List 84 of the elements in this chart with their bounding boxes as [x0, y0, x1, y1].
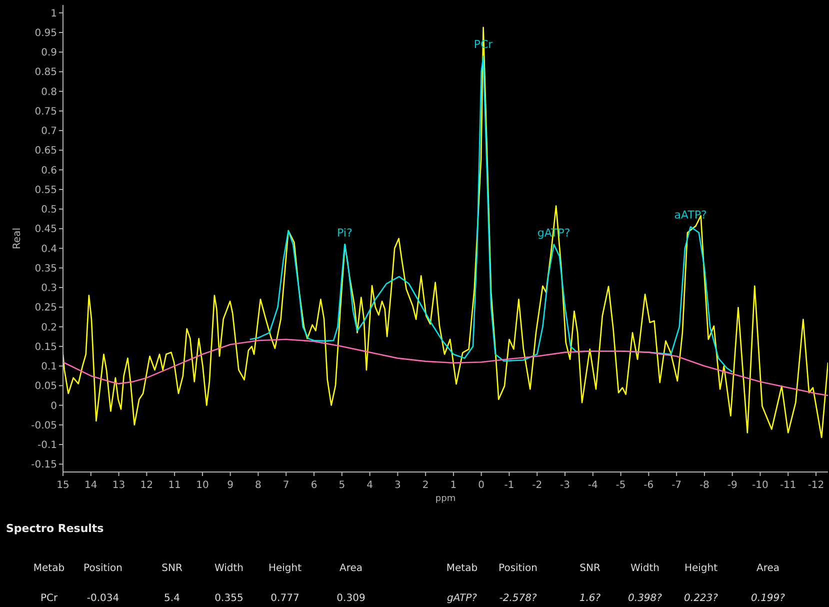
y-tick-label: -0.15: [31, 460, 57, 471]
x-tick-label: -5: [616, 480, 626, 491]
text: -2.578?: [499, 593, 538, 604]
text: 0.355: [214, 593, 244, 604]
y-axis-title: Real: [12, 228, 23, 250]
x-tick-label: -8: [699, 480, 710, 491]
x-tick-label: 10: [196, 480, 209, 491]
x-tick-label: 7: [282, 480, 290, 491]
text: 5.4: [164, 593, 180, 604]
x-tick-label: -4: [588, 480, 598, 491]
y-tick-label: 1: [50, 8, 57, 20]
y-tick-label: 0.2: [41, 322, 57, 334]
y-tick-label: 0.55: [34, 184, 57, 196]
text: 1.6?: [579, 593, 602, 604]
text: 0.398?: [628, 593, 663, 604]
x-tick-label: 11: [168, 480, 181, 491]
y-tick-label: 0.5: [41, 204, 57, 216]
x-tick-label: 1: [450, 480, 457, 491]
y-tick-label: 0.6: [41, 165, 57, 176]
y-tick-label: 0.9: [41, 48, 57, 59]
y-tick-label: 0.95: [34, 28, 57, 39]
text: Spectro Results: [6, 522, 104, 535]
y-tick-label: 0.3: [41, 283, 57, 294]
x-tick-label: 8: [255, 480, 262, 491]
x-tick-label: 6: [310, 480, 318, 491]
x-tick-label: 5: [338, 480, 346, 491]
x-axis-title: ppm: [435, 494, 456, 504]
annotation: Pi?: [337, 226, 352, 240]
y-tick-label: 0.25: [34, 302, 57, 314]
x-tick-label: 13: [112, 480, 126, 491]
y-tick-label: 0.65: [34, 146, 57, 157]
x-tick-label: -7: [672, 480, 682, 491]
x-tick-label: 0: [478, 480, 485, 491]
line-series: [63, 26, 828, 438]
y-tick-label: 0.75: [34, 106, 57, 118]
x-tick-label: 4: [366, 480, 373, 491]
text: Width: [630, 563, 660, 574]
y-tick-label: 0.1: [41, 362, 57, 373]
text: Position: [498, 563, 538, 574]
x-tick-label: -2: [532, 480, 542, 491]
x-tick-label: -6: [644, 480, 654, 491]
x-tick-label: -11: [780, 480, 796, 491]
y-tick-label: 0.45: [34, 224, 57, 236]
text: Area: [339, 563, 363, 574]
x-tick-label: 12: [140, 480, 154, 491]
text: Height: [684, 563, 718, 574]
x-tick-label: 14: [84, 480, 98, 491]
text: 0.223?: [684, 593, 719, 604]
y-tick-label: 0.35: [34, 263, 57, 274]
x-tick-label: -10: [752, 480, 768, 491]
y-tick-label: 0.05: [34, 381, 57, 392]
text: Width: [214, 563, 244, 574]
y-tick-label: 0: [50, 400, 57, 412]
line-series: [63, 338, 828, 396]
annotation: aATP?: [674, 208, 707, 222]
y-tick-label: 0.85: [34, 67, 57, 78]
text: Area: [756, 563, 780, 574]
text: 0.777: [270, 593, 300, 604]
text: 0.199?: [751, 593, 786, 604]
text: Height: [268, 563, 302, 574]
line-series: [249, 55, 733, 373]
text: Position: [84, 563, 122, 574]
x-tick-label: -3: [560, 480, 570, 491]
y-tick-label: -0.05: [31, 420, 57, 432]
text: gATP?: [447, 593, 478, 604]
y-tick-label: 0.8: [41, 86, 57, 98]
text: SNR: [580, 563, 600, 574]
y-tick-label: 0.15: [34, 342, 57, 353]
text: Metab: [446, 563, 478, 574]
text: PCr: [40, 593, 58, 604]
x-tick-label: 2: [422, 480, 429, 491]
text: 0.309: [336, 593, 366, 604]
x-tick-label: -9: [727, 480, 738, 491]
x-tick-label: 3: [394, 480, 401, 491]
x-tick-label: 15: [56, 480, 70, 491]
text: SNR: [162, 563, 182, 574]
text: Metab: [33, 563, 65, 574]
x-tick-label: 9: [227, 480, 234, 491]
y-tick-label: -0.1: [37, 440, 57, 452]
x-tick-label: -1: [504, 480, 514, 491]
text: -0.034: [86, 593, 120, 604]
x-tick-label: -12: [808, 480, 824, 491]
y-tick-label: 0.4: [41, 244, 57, 255]
y-tick-label: 0.7: [41, 126, 57, 138]
